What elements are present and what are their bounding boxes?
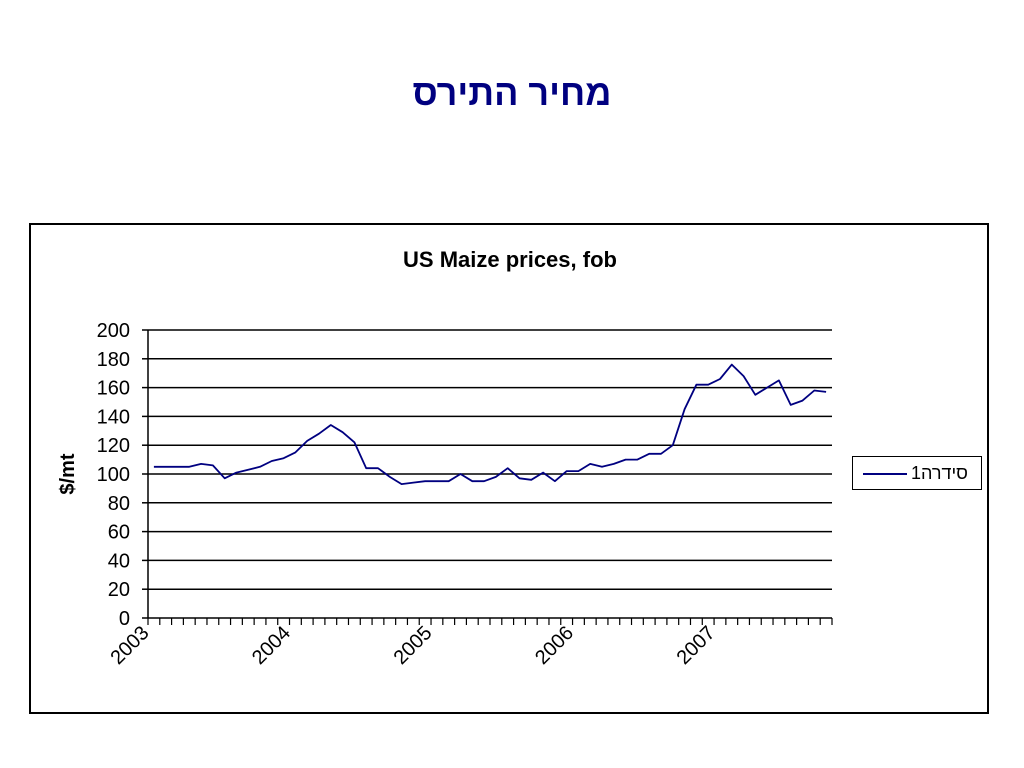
y-tick-label: 0 bbox=[119, 608, 130, 630]
y-tick-label: 20 bbox=[108, 579, 130, 601]
y-tick-label: 200 bbox=[97, 320, 130, 342]
axes bbox=[142, 329, 833, 625]
chart-title: US Maize prices, fob bbox=[403, 247, 617, 272]
legend-label: סידרה1 bbox=[911, 463, 968, 483]
y-tick-label: 100 bbox=[97, 464, 130, 486]
tick-labels: 0 20 40 60 80 100 120 140 160 180 200 2003 2004 2005 2… bbox=[97, 320, 720, 669]
y-tick-label: 40 bbox=[108, 550, 130, 572]
y-tick-label: 120 bbox=[97, 435, 130, 457]
legend-swatch bbox=[863, 473, 907, 475]
series-layer bbox=[153, 363, 827, 486]
x-tick-label: 2006 bbox=[531, 622, 578, 669]
grid-lines bbox=[148, 329, 832, 590]
y-tick-label: 140 bbox=[97, 406, 130, 428]
x-tick-label: 2007 bbox=[673, 622, 720, 669]
x-tick-label: 2004 bbox=[248, 622, 295, 669]
legend: סידרה1 bbox=[852, 456, 982, 490]
y-tick-label: 60 bbox=[108, 522, 130, 544]
x-tick-label: 2005 bbox=[390, 622, 437, 669]
y-axis-label: $/mt bbox=[57, 453, 79, 494]
series-line bbox=[153, 363, 827, 486]
x-tick-label: 2003 bbox=[107, 622, 154, 669]
slide-title: מחיר התירס bbox=[412, 72, 612, 113]
y-tick-label: 80 bbox=[108, 493, 130, 515]
y-tick-label: 180 bbox=[97, 349, 130, 371]
y-tick-label: 160 bbox=[97, 378, 130, 400]
